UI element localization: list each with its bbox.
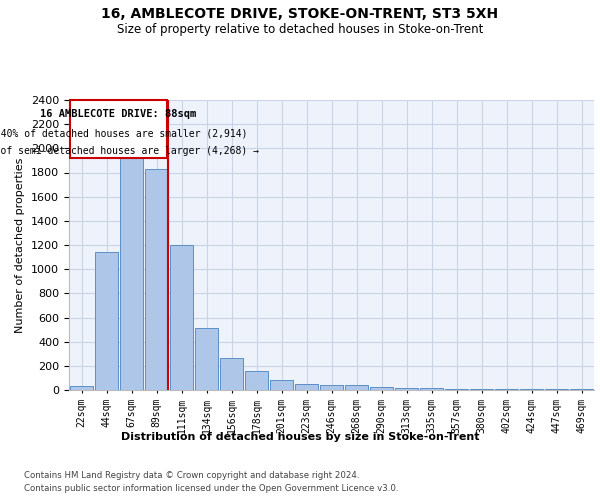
- Text: ← 40% of detached houses are smaller (2,914): ← 40% of detached houses are smaller (2,…: [0, 128, 248, 138]
- Bar: [370, 387, 393, 390]
- Bar: [270, 380, 293, 390]
- Text: 16 AMBLECOTE DRIVE: 88sqm: 16 AMBLECOTE DRIVE: 88sqm: [40, 109, 197, 119]
- Bar: [95, 252, 118, 390]
- Text: Distribution of detached houses by size in Stoke-on-Trent: Distribution of detached houses by size …: [121, 432, 479, 442]
- Y-axis label: Number of detached properties: Number of detached properties: [16, 158, 25, 332]
- Bar: [195, 328, 218, 390]
- Text: Contains public sector information licensed under the Open Government Licence v3: Contains public sector information licen…: [24, 484, 398, 493]
- Text: 16, AMBLECOTE DRIVE, STOKE-ON-TRENT, ST3 5XH: 16, AMBLECOTE DRIVE, STOKE-ON-TRENT, ST3…: [101, 8, 499, 22]
- Bar: [170, 245, 193, 390]
- Text: Size of property relative to detached houses in Stoke-on-Trent: Size of property relative to detached ho…: [117, 22, 483, 36]
- Bar: [120, 156, 143, 390]
- Bar: [345, 385, 368, 390]
- Bar: [145, 169, 168, 390]
- Bar: [295, 384, 318, 390]
- Bar: [245, 372, 268, 390]
- Bar: [320, 384, 343, 390]
- Bar: [70, 386, 93, 390]
- FancyBboxPatch shape: [70, 100, 167, 158]
- Text: 59% of semi-detached houses are larger (4,268) →: 59% of semi-detached houses are larger (…: [0, 146, 259, 156]
- Text: Contains HM Land Registry data © Crown copyright and database right 2024.: Contains HM Land Registry data © Crown c…: [24, 471, 359, 480]
- Bar: [220, 358, 243, 390]
- Bar: [420, 388, 443, 390]
- Bar: [395, 388, 418, 390]
